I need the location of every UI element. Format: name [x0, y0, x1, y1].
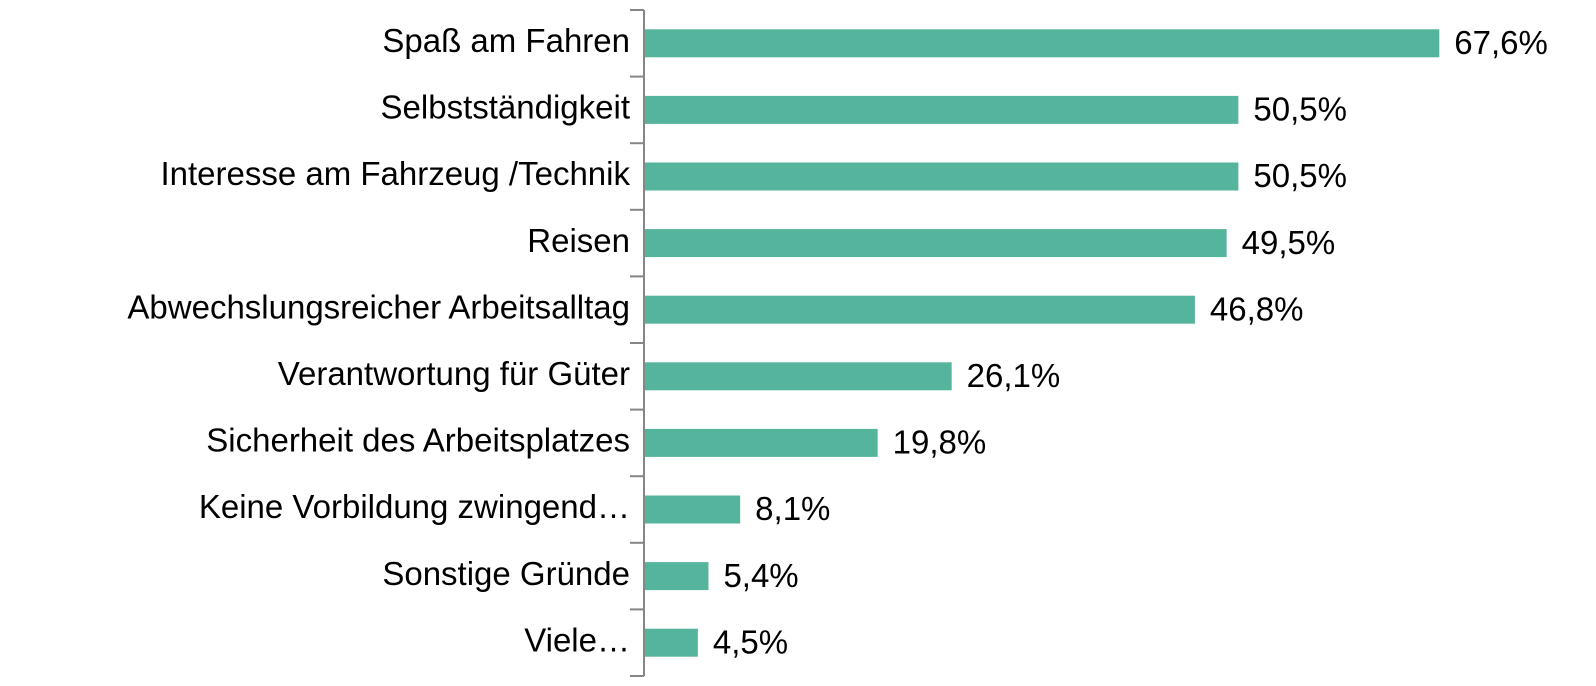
bar: [645, 29, 1440, 58]
category-label: Viele…: [524, 621, 630, 658]
bar: [645, 428, 878, 457]
category-label: Spaß am Fahren: [382, 22, 630, 59]
bar: [645, 562, 709, 591]
value-label: 50,5%: [1253, 157, 1347, 194]
category-label: Keine Vorbildung zwingend…: [199, 488, 630, 525]
value-label: 19,8%: [893, 424, 987, 461]
value-label: 8,1%: [755, 490, 830, 527]
value-label: 5,4%: [723, 557, 798, 594]
bar: [645, 628, 698, 657]
value-label: 4,5%: [713, 623, 788, 660]
value-label: 67,6%: [1454, 24, 1548, 61]
category-label: Abwechslungsreicher Arbeitsalltag: [127, 288, 630, 325]
category-label: Sicherheit des Arbeitsplatzes: [206, 422, 630, 459]
category-label: Sonstige Gründe: [382, 555, 630, 592]
value-label: 46,8%: [1210, 290, 1304, 327]
bar: [645, 295, 1195, 324]
value-label: 50,5%: [1253, 91, 1347, 128]
bar: [645, 162, 1239, 191]
value-label: 49,5%: [1242, 224, 1336, 261]
bar: [645, 95, 1239, 124]
category-label: Selbstständigkeit: [381, 89, 630, 126]
category-label: Verantwortung für Güter: [278, 355, 630, 392]
bar: [645, 362, 952, 391]
value-label: 26,1%: [967, 357, 1061, 394]
category-label: Interesse am Fahrzeug /Technik: [160, 155, 630, 192]
bar: [645, 229, 1227, 258]
bar: [645, 495, 741, 524]
category-label: Reisen: [527, 222, 630, 259]
